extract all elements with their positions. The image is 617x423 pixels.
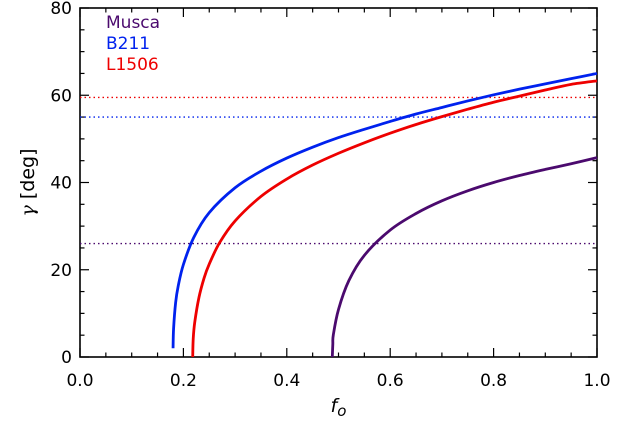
x-tick-label: 0.4 xyxy=(273,371,300,391)
y-tick-label: 80 xyxy=(50,0,72,19)
x-axis-label: fo xyxy=(331,395,347,420)
axis-ticks xyxy=(79,7,598,358)
series-line-l1506 xyxy=(191,79,598,358)
x-axis-label-subscript: o xyxy=(337,402,346,420)
series-line-b211 xyxy=(171,72,598,349)
threshold-lines xyxy=(80,96,597,245)
x-tick-label: 1.0 xyxy=(583,371,610,391)
y-tick-label: 40 xyxy=(50,174,72,194)
x-tick-label: 0.0 xyxy=(66,371,93,391)
y-axis-label: γ [deg] xyxy=(17,149,39,217)
axis-labels: fo γ [deg] xyxy=(17,149,346,421)
y-tick-label: 0 xyxy=(61,348,72,368)
x-tick-label: 0.8 xyxy=(480,371,507,391)
x-tick-label: 0.2 xyxy=(170,371,197,391)
y-axis-label-unit: [deg] xyxy=(17,149,39,200)
y-tick-label: 20 xyxy=(50,261,72,281)
series-line-musca xyxy=(330,156,598,358)
legend-entry-l1506: L1506 xyxy=(106,55,159,75)
tick-labels: 0.0 0.2 0.4 0.6 0.8 1.0 0 20 40 60 80 xyxy=(50,0,610,391)
legend-entry-b211: B211 xyxy=(106,34,150,54)
x-tick-label: 0.6 xyxy=(377,371,404,391)
x-axis-label-main: f xyxy=(331,395,341,417)
y-axis-label-symbol: γ xyxy=(17,205,39,217)
legend-entry-musca: Musca xyxy=(106,13,160,33)
series-lines xyxy=(171,72,598,358)
y-tick-label: 60 xyxy=(50,86,72,106)
